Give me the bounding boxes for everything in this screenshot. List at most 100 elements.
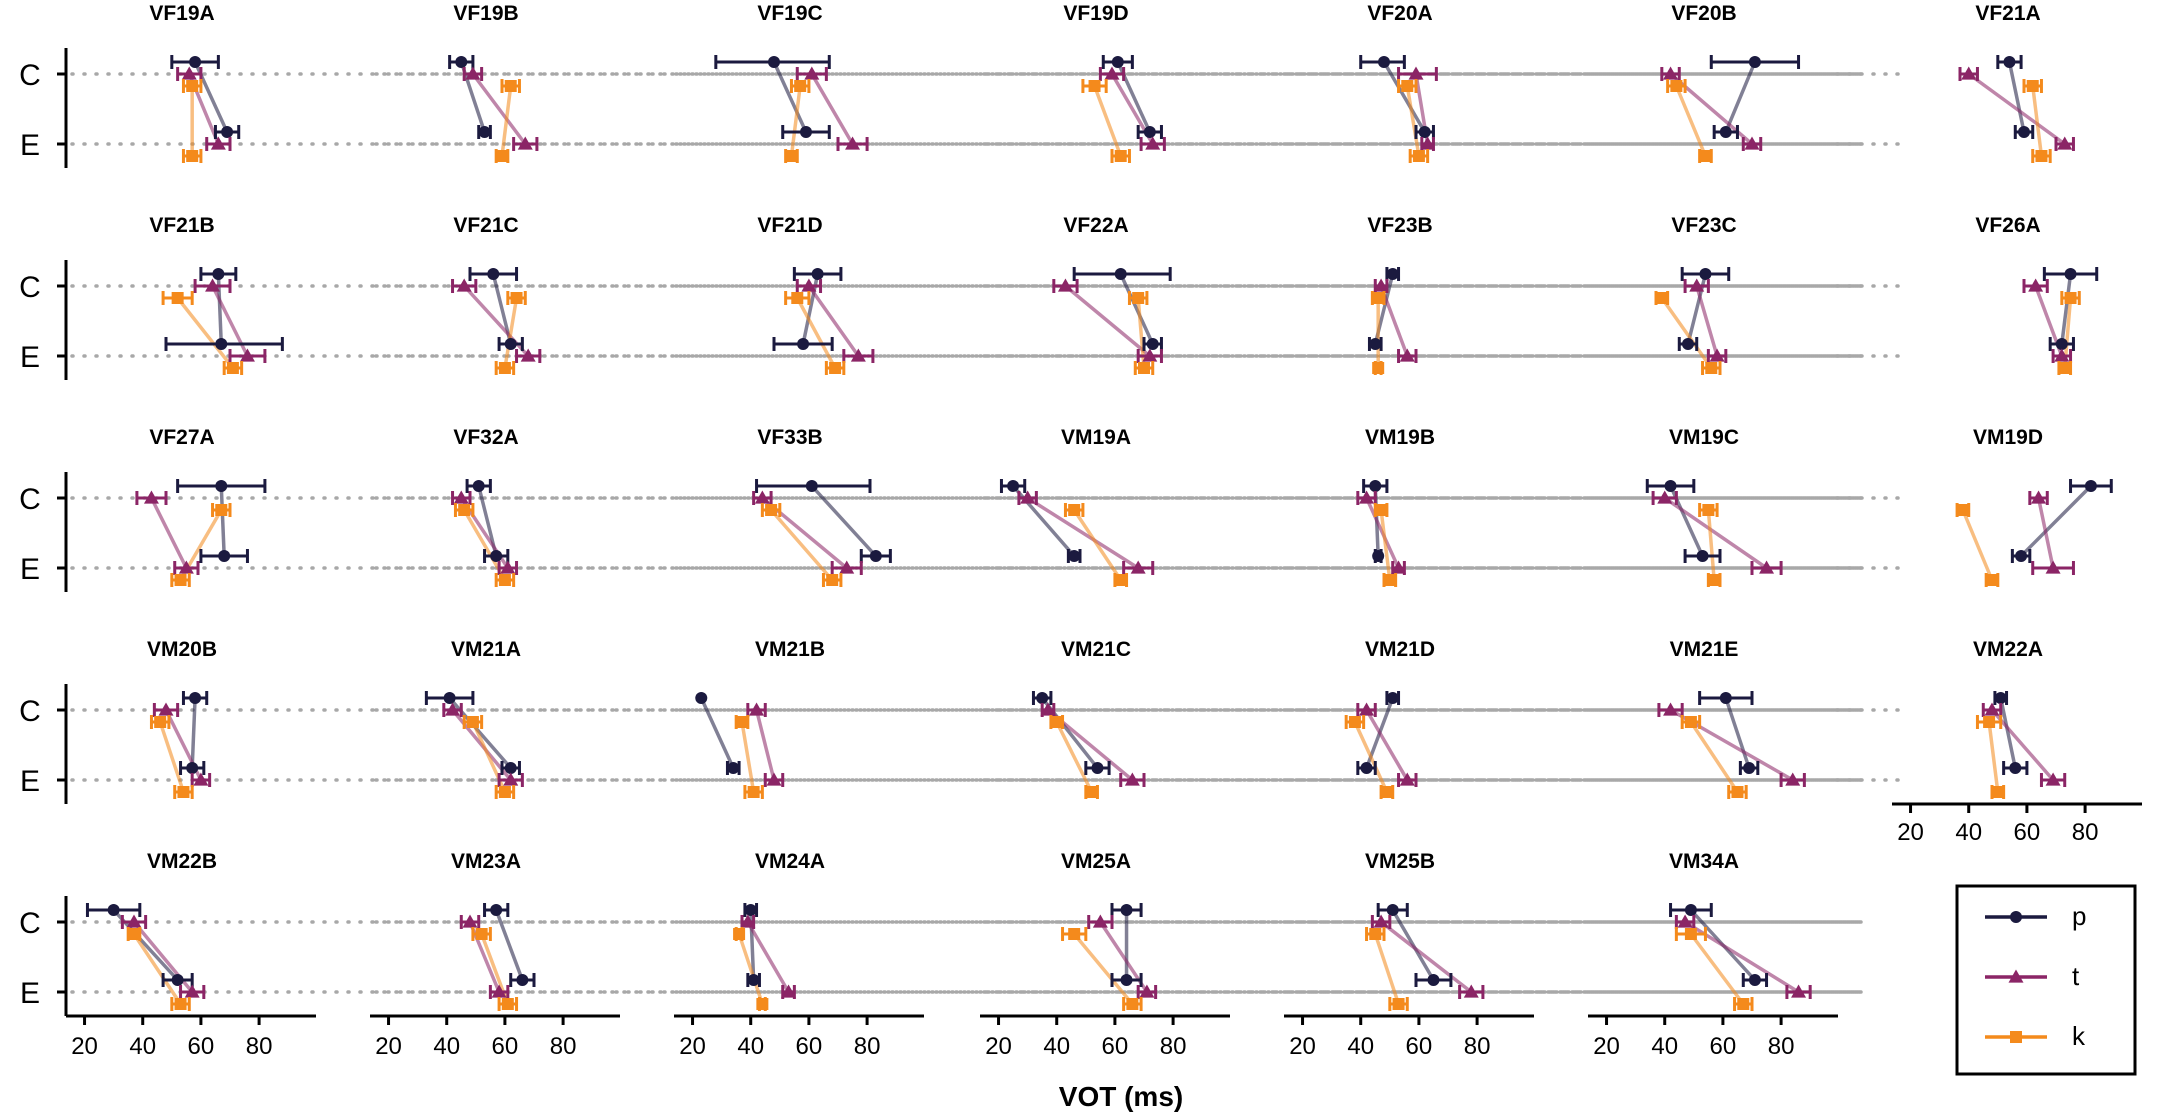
point-k-c xyxy=(1698,503,1719,517)
marker-p xyxy=(215,480,228,492)
marker-t xyxy=(1092,914,1108,928)
marker-p xyxy=(487,268,500,280)
panel-vm21e: VM21E xyxy=(1592,638,1864,799)
x-tick-label: 80 xyxy=(246,1033,273,1060)
marker-k xyxy=(1138,362,1150,374)
series-line-k xyxy=(769,508,834,582)
point-p-e xyxy=(483,549,510,563)
panel-title: VF26A xyxy=(1975,214,2040,237)
marker-p xyxy=(215,338,228,350)
point-t-e xyxy=(205,136,232,151)
marker-k xyxy=(1986,574,1998,586)
marker-t xyxy=(1759,560,1775,574)
marker-k xyxy=(1372,292,1385,304)
point-k-c xyxy=(1049,715,1065,729)
point-t-c xyxy=(1651,490,1678,505)
point-t-c xyxy=(451,278,478,293)
marker-p xyxy=(1114,268,1127,280)
marker-p xyxy=(221,126,234,138)
marker-k xyxy=(765,504,778,516)
panel-vf19a: VF19A xyxy=(70,2,1864,163)
legend: ptk xyxy=(1955,884,2137,1076)
panel-vf21d: VF21D xyxy=(678,214,1864,375)
marker-k xyxy=(177,786,190,798)
marker-k xyxy=(1114,574,1127,586)
marker-t xyxy=(456,278,472,292)
marker-t xyxy=(158,702,174,716)
series-line-k xyxy=(1689,721,1739,793)
point-p-e xyxy=(1110,973,1143,987)
series-line-p xyxy=(699,697,735,769)
series-line-k xyxy=(789,85,802,157)
point-p-e xyxy=(1712,125,1739,139)
point-t-c xyxy=(176,66,203,81)
point-p-e xyxy=(1066,549,1082,563)
series-line-t xyxy=(1663,496,1768,570)
point-t-c xyxy=(152,702,180,717)
marker-k xyxy=(794,80,807,92)
panel-title: VM22A xyxy=(1973,638,2043,661)
point-k-c xyxy=(506,291,527,305)
marker-t xyxy=(1663,66,1679,80)
marker-p xyxy=(504,338,517,350)
marker-k xyxy=(501,998,514,1010)
x-tick-label: 60 xyxy=(1102,1033,1129,1060)
y-axis-row-2: CE xyxy=(19,260,68,380)
marker-p xyxy=(1378,56,1390,68)
point-k-c xyxy=(1666,79,1687,93)
marker-p xyxy=(1386,692,1399,704)
point-t-e xyxy=(1458,984,1485,999)
point-k-e xyxy=(784,149,799,163)
marker-p xyxy=(1091,762,1104,774)
point-k-e xyxy=(756,997,769,1011)
series-line-t xyxy=(746,921,791,993)
marker-t xyxy=(1420,136,1436,150)
x-axis-col-1: 20 40 60 80 xyxy=(66,1014,316,1060)
point-k-c xyxy=(1081,79,1108,93)
panel-vf32a: VF32A xyxy=(374,426,1864,587)
point-k-c xyxy=(2022,79,2043,93)
point-p-c xyxy=(1362,479,1389,493)
x-tick-label: 20 xyxy=(375,1033,402,1060)
marker-t xyxy=(1104,66,1120,80)
y-tick-label: C xyxy=(19,907,41,940)
marker-k xyxy=(2035,150,2048,162)
point-p-e xyxy=(1136,125,1163,139)
panel-title: VF32A xyxy=(453,426,518,449)
marker-k xyxy=(1383,574,1396,586)
marker-p xyxy=(1036,692,1049,704)
marker-t xyxy=(1399,348,1415,362)
marker-p xyxy=(2003,56,2016,68)
point-p-c xyxy=(1680,267,1731,281)
point-k-e xyxy=(170,573,191,587)
series-line-t xyxy=(1026,496,1140,570)
legend-label: t xyxy=(2072,961,2080,991)
x-axis-col-4: 20 40 60 80 xyxy=(980,1014,1230,1060)
marker-t xyxy=(143,490,159,504)
x-tick-label: 80 xyxy=(1768,1033,1795,1060)
point-p-c xyxy=(792,267,843,281)
point-k-e xyxy=(1372,361,1385,375)
series-line-t xyxy=(1967,72,2066,146)
series-line-p xyxy=(2019,484,2093,558)
marker-k xyxy=(171,292,184,304)
marker-p xyxy=(1360,762,1373,774)
series-line-p xyxy=(1724,697,1751,769)
marker-p xyxy=(1143,126,1156,138)
marker-k xyxy=(496,150,508,162)
x-tick-label: 20 xyxy=(1593,1033,1620,1060)
point-t-c xyxy=(2022,278,2049,293)
point-p-e xyxy=(2048,337,2075,351)
point-t-c xyxy=(795,66,828,81)
panel-vf23b: VF23B xyxy=(1288,214,1864,375)
point-k-e xyxy=(743,785,764,799)
x-tick-label: 80 xyxy=(550,1033,577,1060)
panel-vm19a: VM19A xyxy=(984,426,1864,587)
x-tick-label: 80 xyxy=(854,1033,881,1060)
point-p-e xyxy=(199,549,249,563)
point-t-c xyxy=(1052,278,1079,293)
marker-t xyxy=(1961,66,1977,80)
series-line-k xyxy=(500,85,513,157)
point-p-c xyxy=(181,691,209,705)
panel-title: VF33B xyxy=(757,426,822,449)
